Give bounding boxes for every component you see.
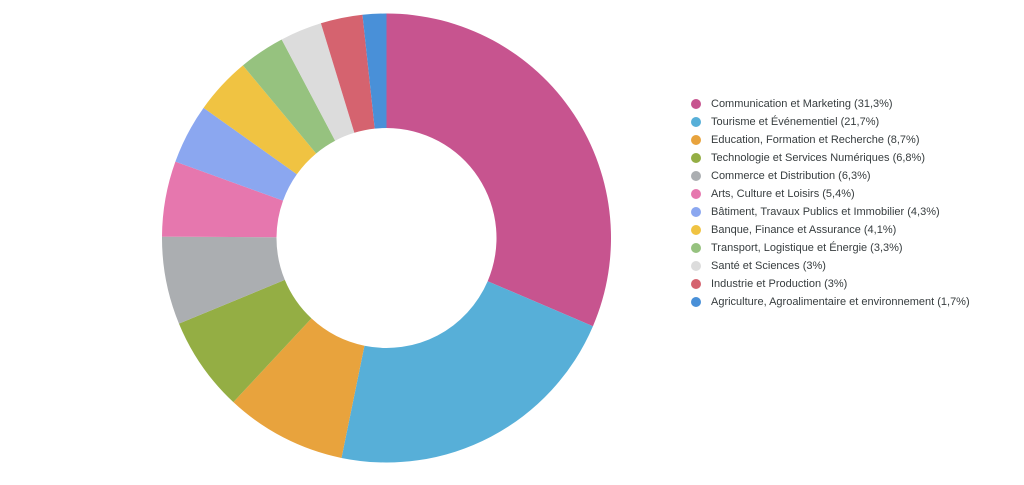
- donut-slice-6[interactable]: [162, 161, 284, 238]
- legend-color-dot: [691, 207, 701, 217]
- legend-label: Industrie et Production (3%): [711, 277, 848, 290]
- legend-item-10[interactable]: Santé et Sciences (3%): [691, 257, 970, 275]
- legend-item-8[interactable]: Banque, Finance et Assurance (4,1%): [691, 221, 970, 239]
- legend-label: Tourisme et Événementiel (21,7%): [711, 115, 880, 128]
- legend-label: Communication et Marketing (31,3%): [711, 97, 893, 110]
- legend-item-3[interactable]: Education, Formation et Recherche (8,7%): [691, 131, 970, 149]
- donut-slice-3[interactable]: [233, 318, 365, 458]
- legend-color-dot: [691, 153, 701, 163]
- donut-slice-2[interactable]: [341, 281, 593, 463]
- legend-item-5[interactable]: Commerce et Distribution (6,3%): [691, 167, 970, 185]
- donut-slice-10[interactable]: [281, 23, 355, 141]
- chart-legend: Communication et Marketing (31,3%) Touris…: [691, 95, 970, 311]
- legend-color-dot: [691, 225, 701, 235]
- legend-color-dot: [691, 279, 701, 289]
- donut-slice-7[interactable]: [175, 107, 297, 201]
- legend-item-2[interactable]: Tourisme et Événementiel (21,7%): [691, 113, 970, 131]
- donut-slice-1[interactable]: [386, 13, 612, 327]
- donut-slice-12[interactable]: [362, 13, 387, 129]
- legend-item-7[interactable]: Bâtiment, Travaux Publics et Immobilier …: [691, 203, 970, 221]
- donut-slice-9[interactable]: [242, 39, 336, 154]
- legend-color-dot: [691, 243, 701, 253]
- legend-label: Arts, Culture et Loisirs (5,4%): [711, 187, 855, 200]
- legend-color-dot: [691, 189, 701, 199]
- legend-color-dot: [691, 99, 701, 109]
- donut-slice-8[interactable]: [203, 65, 317, 175]
- legend-label: Transport, Logistique et Énergie (3,3%): [711, 241, 903, 254]
- legend-item-12[interactable]: Agriculture, Agroalimentaire et environn…: [691, 293, 970, 311]
- legend-item-6[interactable]: Arts, Culture et Loisirs (5,4%): [691, 185, 970, 203]
- legend-label: Education, Formation et Recherche (8,7%): [711, 133, 920, 146]
- legend-color-dot: [691, 261, 701, 271]
- legend-item-4[interactable]: Technologie et Services Numériques (6,8%…: [691, 149, 970, 167]
- legend-item-9[interactable]: Transport, Logistique et Énergie (3,3%): [691, 239, 970, 257]
- legend-color-dot: [691, 171, 701, 181]
- legend-label: Bâtiment, Travaux Publics et Immobilier …: [711, 205, 940, 218]
- donut-slice-5[interactable]: [161, 236, 285, 324]
- legend-label: Technologie et Services Numériques (6,8%…: [711, 151, 925, 164]
- legend-label: Commerce et Distribution (6,3%): [711, 169, 871, 182]
- legend-color-dot: [691, 135, 701, 145]
- legend-color-dot: [691, 117, 701, 127]
- legend-color-dot: [691, 297, 701, 307]
- legend-label: Santé et Sciences (3%): [711, 259, 826, 272]
- legend-item-11[interactable]: Industrie et Production (3%): [691, 275, 970, 293]
- legend-item-1[interactable]: Communication et Marketing (31,3%): [691, 95, 970, 113]
- donut-slice-11[interactable]: [320, 14, 375, 133]
- legend-label: Banque, Finance et Assurance (4,1%): [711, 223, 897, 236]
- legend-label: Agriculture, Agroalimentaire et environn…: [711, 295, 970, 308]
- donut-slice-4[interactable]: [178, 279, 312, 403]
